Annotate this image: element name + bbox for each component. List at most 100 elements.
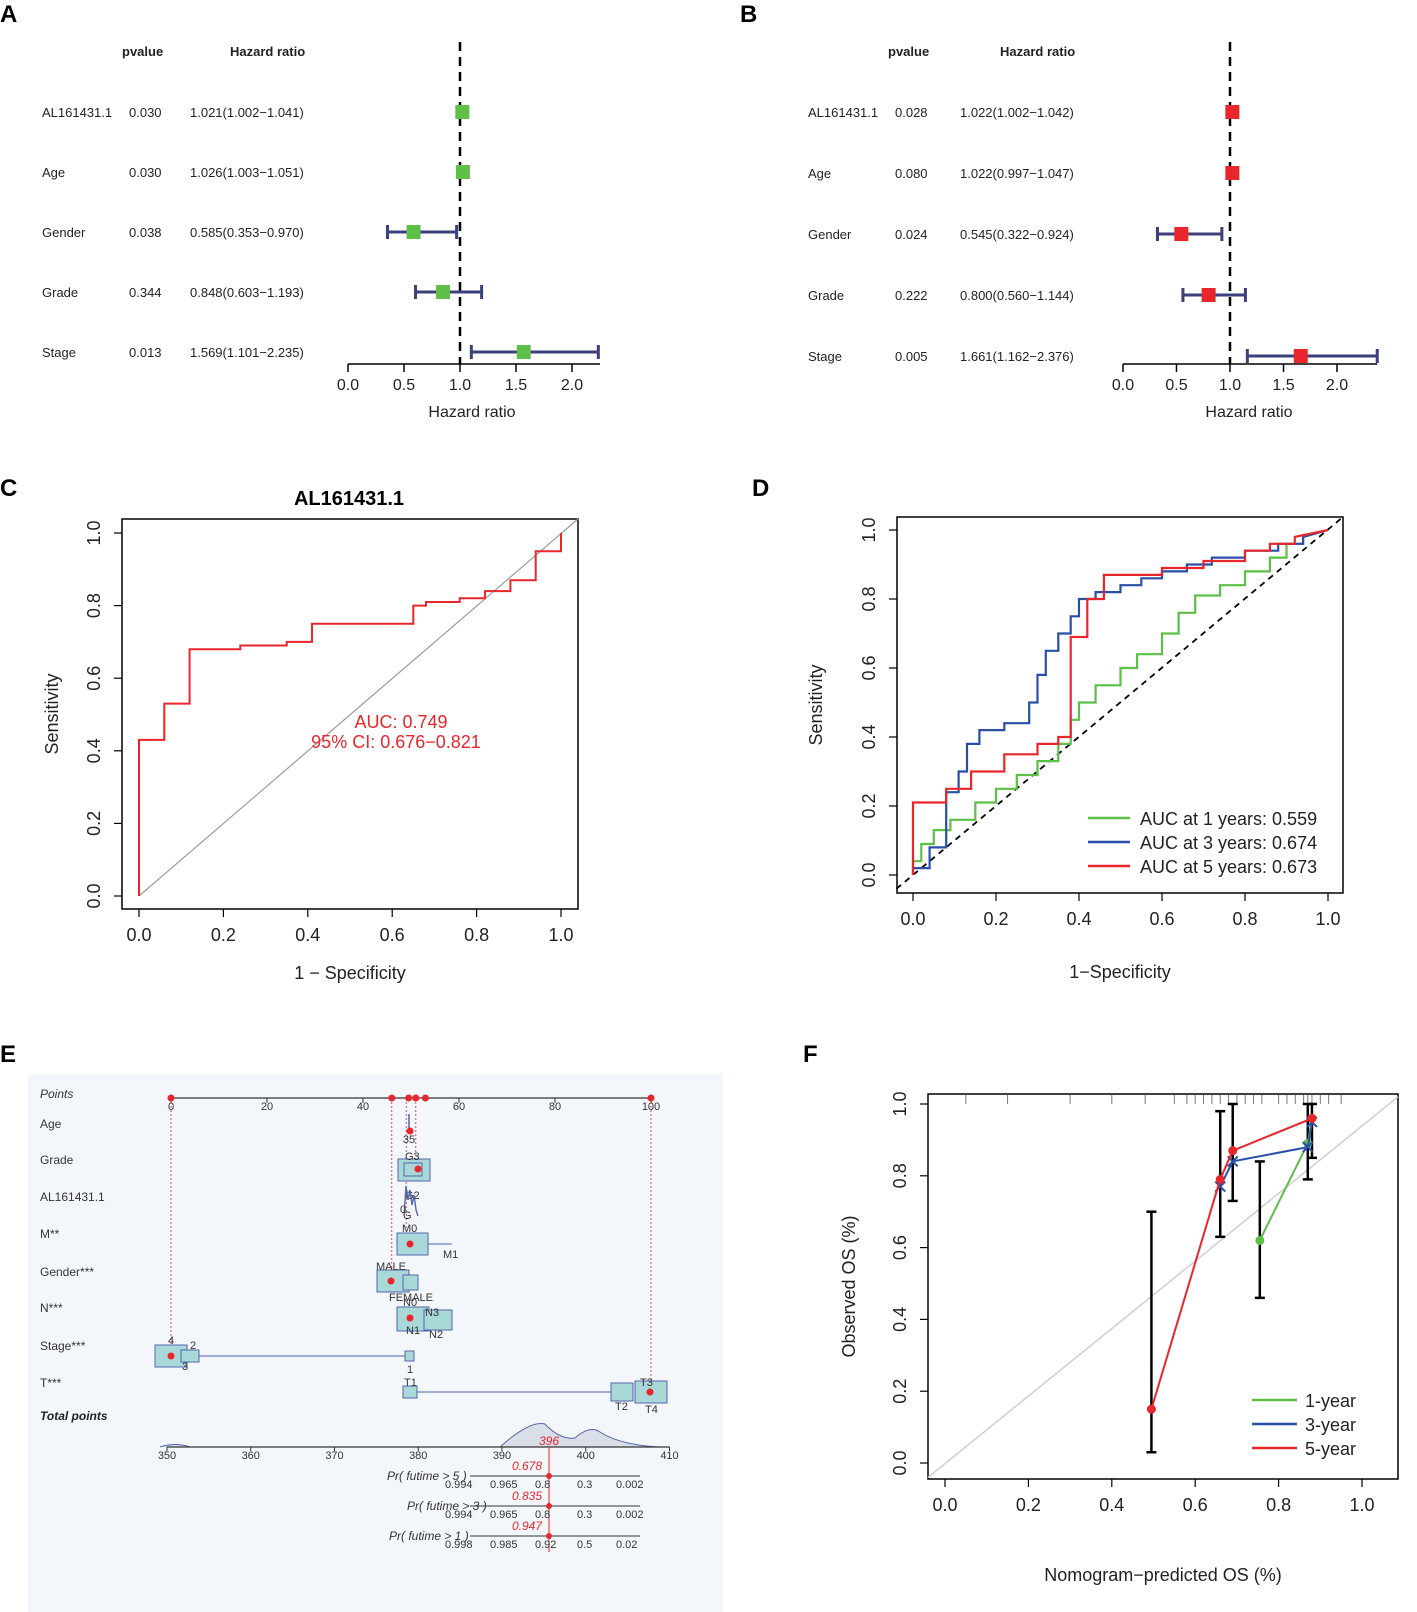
total-tick-label: 400 xyxy=(577,1450,595,1462)
total-tick-label: 390 xyxy=(493,1450,511,1462)
row-hr-text: 1.661(1.162−2.376) xyxy=(960,349,1074,364)
n-marker xyxy=(406,1314,414,1322)
stage-marker xyxy=(167,1352,175,1360)
hr-header: Hazard ratio xyxy=(1000,44,1075,59)
y-tick-label: 0.2 xyxy=(890,1379,910,1404)
prob-tick-label: 0.002 xyxy=(616,1479,644,1491)
prob-marker xyxy=(546,1533,552,1539)
y-axis-title: Observed OS (%) xyxy=(839,1215,859,1357)
m-marker xyxy=(406,1240,414,1248)
chart-title: AL161431.1 xyxy=(294,488,404,510)
row-pvalue: 0.028 xyxy=(895,105,928,120)
prob-value: 0.947 xyxy=(512,1519,543,1533)
hr-marker xyxy=(1225,105,1240,119)
row-hr-text: 1.022(1.002−1.042) xyxy=(960,105,1074,120)
m-label: M1 xyxy=(443,1249,458,1261)
calibration-point xyxy=(1302,1141,1314,1153)
points-tick-label: 60 xyxy=(453,1101,465,1113)
panel-e-nomogram: E Points Age Grade AL161431.1 M** Gender*** N**… xyxy=(0,1041,723,1612)
hr-marker xyxy=(406,225,421,239)
x-axis-title: 1−Specificity xyxy=(1069,962,1171,982)
y-tick-label: 1.0 xyxy=(84,520,104,545)
y-tick-label: 0.6 xyxy=(859,655,879,680)
n-label: N3 xyxy=(425,1307,439,1319)
hr-marker xyxy=(1201,288,1216,302)
prob-row-label: Pr( futime > 5 ) xyxy=(387,1469,467,1483)
y-tick-label: 0.8 xyxy=(859,586,879,611)
prob-row-label: Pr( futime > 1 ) xyxy=(389,1529,469,1543)
x-tick-label: 0.8 xyxy=(1266,1495,1291,1515)
gender-label: FEMALE xyxy=(389,1292,433,1304)
t-label: T2 xyxy=(615,1401,628,1413)
x-tick-label: 1.0 xyxy=(1349,1495,1374,1515)
row-name: Age xyxy=(808,166,831,181)
prob-tick-label: 0.8 xyxy=(535,1479,550,1491)
n-box-2 xyxy=(423,1309,453,1331)
x-tick-label: 0.2 xyxy=(983,909,1008,929)
prob-tick-label: 0.5 xyxy=(577,1539,592,1551)
row-name: Gender xyxy=(42,225,86,240)
x-axis-title: Hazard ratio xyxy=(428,404,515,421)
prob-tick-label: 0.3 xyxy=(577,1479,592,1491)
row-pvalue: 0.222 xyxy=(895,288,928,303)
total-tick-label: 370 xyxy=(325,1450,343,1462)
y-tick-label: 0.4 xyxy=(890,1307,910,1332)
panel-f-calibration-chart: F 0.0 0.2 0.4 0.6 0.8 1.0 0.0 0.2 0.4 0.6 0.8 1.0 Nom… xyxy=(803,1041,1399,1585)
row-name: Stage xyxy=(42,345,76,360)
ideal-line xyxy=(927,1096,1399,1478)
plot-frame xyxy=(896,516,1344,894)
prob-value: 0.678 xyxy=(512,1459,542,1473)
age-label: 35 xyxy=(403,1134,415,1146)
hr-header: Hazard ratio xyxy=(230,44,305,59)
row-name: AL161431.1 xyxy=(42,105,112,120)
row-label: Gender*** xyxy=(40,1265,94,1279)
row-name: Grade xyxy=(42,285,78,300)
calibration-point xyxy=(1146,1404,1156,1414)
prob-marker xyxy=(546,1473,552,1479)
x-tick-label: 0.6 xyxy=(1149,909,1174,929)
age-marker xyxy=(406,1127,414,1135)
y-tick-label: 1.0 xyxy=(890,1091,910,1116)
calibration-line xyxy=(1219,1121,1313,1188)
calibration-point xyxy=(1307,1113,1317,1123)
n-label: N0 xyxy=(403,1297,417,1309)
row-hr-text: 0.545(0.322−0.924) xyxy=(960,227,1074,242)
x-tick-label: 0.2 xyxy=(1016,1495,1041,1515)
legend-label: 3-year xyxy=(1305,1415,1356,1435)
roc-series-line xyxy=(911,528,1329,875)
gender-box-2 xyxy=(402,1274,419,1291)
x-tick-label: 0.4 xyxy=(295,925,320,945)
stage-label: 4 xyxy=(168,1335,174,1347)
stage-label: 3 xyxy=(182,1361,188,1373)
x-tick-label: 0.5 xyxy=(393,377,415,394)
t-label: T1 xyxy=(404,1377,417,1389)
hr-marker xyxy=(1293,349,1308,363)
y-tick-label: 0.4 xyxy=(84,738,104,763)
row-label: Grade xyxy=(40,1153,74,1167)
y-tick-label: 0.8 xyxy=(890,1163,910,1188)
total-tick-label: 350 xyxy=(158,1450,176,1462)
row-name: Stage xyxy=(808,349,842,364)
prob-tick-label: 0.994 xyxy=(445,1479,473,1491)
grade-label: G3 xyxy=(405,1151,420,1163)
x-tick-label: 0.0 xyxy=(337,377,359,394)
prob-tick-label: 0.8 xyxy=(535,1509,550,1521)
legend-label: AUC at 5 years: 0.673 xyxy=(1140,857,1317,877)
roc-curve xyxy=(138,533,562,896)
panel-label: F xyxy=(803,1041,818,1068)
diagonal-reference xyxy=(895,516,1344,890)
x-tick-label: 0.0 xyxy=(126,925,151,945)
prob-tick-label: 0.998 xyxy=(445,1539,473,1551)
x-tick-label: 0.8 xyxy=(1232,909,1257,929)
y-tick-label: 0.2 xyxy=(84,811,104,836)
x-tick-label: 0.0 xyxy=(1112,377,1134,394)
row-pvalue: 0.038 xyxy=(129,225,162,240)
prob-tick-label: 0.985 xyxy=(490,1539,518,1551)
y-tick-label: 0.0 xyxy=(84,883,104,908)
x-tick-label: 0.4 xyxy=(1066,909,1091,929)
points-marker xyxy=(421,1094,429,1102)
y-tick-label: 1.0 xyxy=(859,517,879,542)
